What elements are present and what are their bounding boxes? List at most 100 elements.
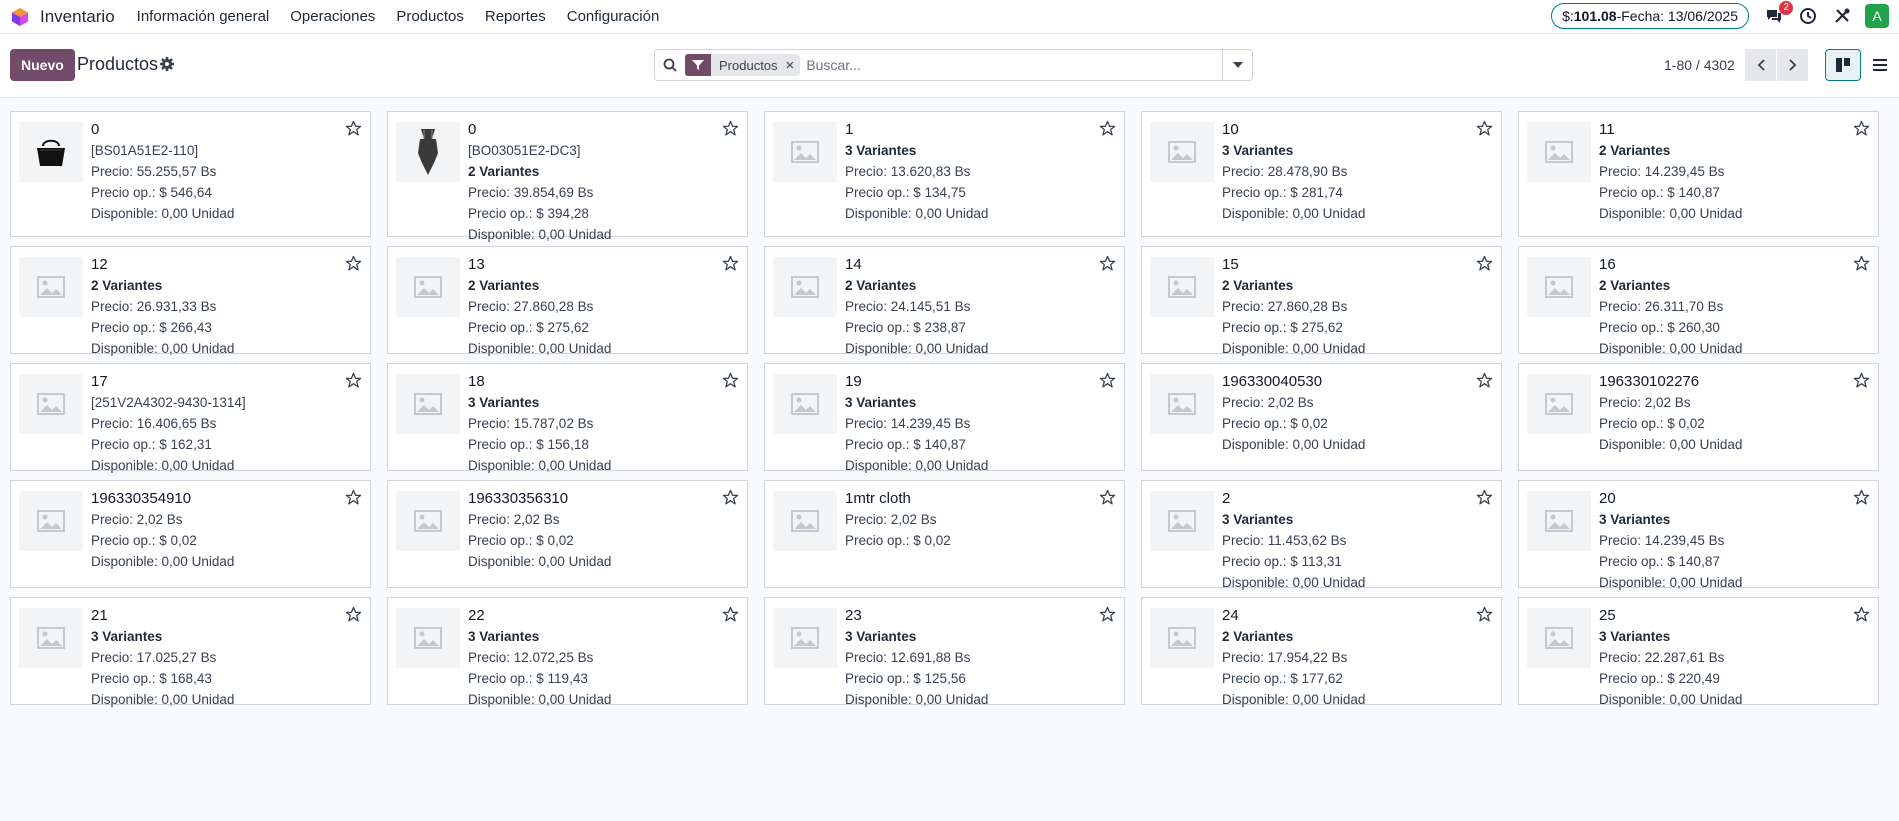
favorite-star-icon[interactable] (1099, 120, 1116, 140)
menu-reportes[interactable]: Reportes (484, 8, 546, 25)
product-card[interactable]: 12 2 Variantes Precio: 26.931,33 Bs Precio … (10, 246, 371, 356)
favorite-star-icon[interactable] (345, 120, 362, 140)
product-card[interactable]: 13 2 Variantes Precio: 27.860,28 Bs Precio … (387, 246, 748, 356)
product-card[interactable]: 10 3 Variantes Precio: 28.478,90 Bs Precio … (1141, 111, 1502, 237)
pager-previous-button[interactable] (1745, 49, 1776, 81)
search-options-toggle[interactable] (1222, 50, 1252, 80)
product-card[interactable]: 18 3 Variantes Precio: 15.787,02 Bs Precio … (387, 363, 748, 473)
product-card[interactable]: 17 [251V2A4302-9430-1314] Precio: 16.406,6… (10, 363, 371, 473)
user-avatar[interactable]: A (1865, 4, 1889, 28)
favorite-star-icon[interactable] (722, 255, 739, 275)
image-placeholder-icon (773, 491, 837, 551)
favorite-star-icon[interactable] (722, 372, 739, 392)
product-name: 13 (468, 256, 485, 273)
product-info-line: Precio op.: $ 0,02 (468, 533, 574, 548)
product-info-line: Disponible: 0,00 Unidad (91, 458, 235, 473)
product-card[interactable]: 24 2 Variantes Precio: 17.954,22 Bs Precio … (1141, 597, 1502, 707)
product-card[interactable]: 16 2 Variantes Precio: 26.311,70 Bs Precio … (1518, 246, 1879, 356)
product-card[interactable]: 19 3 Variantes Precio: 14.239,45 Bs Precio … (764, 363, 1125, 473)
image-placeholder-icon (1527, 608, 1591, 668)
product-card[interactable]: 23 3 Variantes Precio: 12.691,88 Bs Precio … (764, 597, 1125, 707)
favorite-star-icon[interactable] (1099, 372, 1116, 392)
product-card[interactable]: 20 3 Variantes Precio: 14.239,45 Bs Precio … (1518, 480, 1879, 590)
favorite-star-icon[interactable] (1853, 120, 1870, 140)
product-info-line: Precio: 12.072,25 Bs (468, 650, 594, 665)
favorite-star-icon[interactable] (722, 120, 739, 140)
favorite-star-icon[interactable] (722, 606, 739, 626)
product-card[interactable]: 196330040530 Precio: 2,02 Bs Precio op.: $… (1141, 363, 1502, 471)
product-card[interactable]: 196330354910 Precio: 2,02 Bs Precio op.: $… (10, 480, 371, 588)
product-info-line: Precio op.: $ 546,64 (91, 185, 212, 200)
product-info-line: Precio: 17.025,27 Bs (91, 650, 217, 665)
product-card[interactable]: 2 3 Variantes Precio: 11.453,62 Bs Precio o… (1141, 480, 1502, 590)
favorite-star-icon[interactable] (1476, 372, 1493, 392)
product-card[interactable]: 15 2 Variantes Precio: 27.860,28 Bs Precio … (1141, 246, 1502, 356)
favorite-star-icon[interactable] (1476, 255, 1493, 275)
favorite-star-icon[interactable] (1853, 606, 1870, 626)
product-info-line: Precio: 2,02 Bs (468, 512, 560, 527)
facet-close-icon[interactable]: × (785, 56, 795, 74)
product-card[interactable]: 196330102276 Precio: 2,02 Bs Precio op.: $… (1518, 363, 1879, 471)
product-name: 22 (468, 607, 485, 624)
favorite-star-icon[interactable] (1853, 372, 1870, 392)
product-card[interactable]: 196330356310 Precio: 2,02 Bs Precio op.: $… (387, 480, 748, 588)
product-card[interactable]: 14 2 Variantes Precio: 24.145,51 Bs Precio … (764, 246, 1125, 356)
product-info-line: 3 Variantes (845, 395, 917, 410)
product-name: 19 (845, 373, 862, 390)
image-placeholder-icon (1527, 491, 1591, 551)
menu-operaciones[interactable]: Operaciones (290, 8, 376, 25)
product-card[interactable]: 22 3 Variantes Precio: 12.072,25 Bs Precio … (387, 597, 748, 707)
product-card[interactable]: 1mtr cloth Precio: 2,02 Bs Precio op.: $ 0… (764, 480, 1125, 588)
product-info-line: Disponible: 0,00 Unidad (1599, 437, 1743, 452)
product-info-line: Disponible: 0,00 Unidad (1222, 437, 1366, 452)
product-info-line: Disponible: 0,00 Unidad (845, 458, 989, 473)
favorite-star-icon[interactable] (1099, 489, 1116, 509)
facet-label: Productos (719, 57, 778, 73)
image-placeholder-icon (1150, 374, 1214, 434)
product-info-line: Disponible: 0,00 Unidad (91, 554, 235, 569)
new-button[interactable]: Nuevo (10, 49, 75, 81)
favorite-star-icon[interactable] (345, 372, 362, 392)
image-placeholder-icon (1150, 608, 1214, 668)
favorite-star-icon[interactable] (1476, 489, 1493, 509)
favorite-star-icon[interactable] (1099, 255, 1116, 275)
search-input[interactable] (806, 51, 1222, 79)
favorite-star-icon[interactable] (1476, 606, 1493, 626)
list-view-button[interactable] (1862, 49, 1898, 81)
favorite-star-icon[interactable] (1853, 489, 1870, 509)
favorite-star-icon[interactable] (1853, 255, 1870, 275)
exchange-rate-pill[interactable]: $: 101.08 -Fecha: 13/06/2025 (1551, 3, 1749, 29)
menu-configuracion[interactable]: Configuración (566, 8, 660, 25)
menu-informacion-general[interactable]: Información general (136, 8, 270, 25)
pager-value[interactable]: 1-80 / 4302 (1664, 57, 1735, 73)
product-card[interactable]: 25 3 Variantes Precio: 22.287,61 Bs Precio … (1518, 597, 1879, 707)
image-placeholder-icon (396, 608, 460, 668)
kanban-view-button[interactable] (1825, 49, 1861, 81)
activity-clock-icon[interactable] (1797, 5, 1819, 27)
app-name[interactable]: Inventario (40, 6, 115, 26)
favorite-star-icon[interactable] (345, 606, 362, 626)
product-name: 196330102276 (1599, 373, 1700, 390)
product-card[interactable]: 0 [BS01A51E2-110] Precio: 55.255,57 Bs Prec… (10, 111, 371, 237)
product-info-line: 2 Variantes (91, 278, 163, 293)
product-info-line: 3 Variantes (1599, 629, 1671, 644)
product-card[interactable]: 1 3 Variantes Precio: 13.620,83 Bs Precio o… (764, 111, 1125, 237)
favorite-star-icon[interactable] (1099, 606, 1116, 626)
product-info-line: Precio: 2,02 Bs (845, 512, 937, 527)
menu-productos[interactable]: Productos (396, 8, 464, 25)
product-info-line: Disponible: 0,00 Unidad (845, 692, 989, 707)
product-card[interactable]: 11 2 Variantes Precio: 14.239,45 Bs Precio … (1518, 111, 1879, 237)
product-card[interactable]: 0 [BO03051E2-DC3] 2 Variantes Precio: 39.85… (387, 111, 748, 242)
favorite-star-icon[interactable] (1476, 120, 1493, 140)
gear-icon[interactable] (159, 56, 175, 72)
product-info-line: Precio: 12.691,88 Bs (845, 650, 971, 665)
tools-icon[interactable] (1831, 5, 1853, 27)
favorite-star-icon[interactable] (345, 489, 362, 509)
pager-next-button[interactable] (1777, 49, 1808, 81)
product-card[interactable]: 21 3 Variantes Precio: 17.025,27 Bs Precio … (10, 597, 371, 707)
favorite-star-icon[interactable] (722, 489, 739, 509)
messages-icon[interactable]: 2 (1763, 1, 1793, 27)
favorite-star-icon[interactable] (345, 255, 362, 275)
app-logo-icon[interactable] (10, 7, 30, 27)
product-info-line: Precio: 14.239,45 Bs (1599, 164, 1725, 179)
